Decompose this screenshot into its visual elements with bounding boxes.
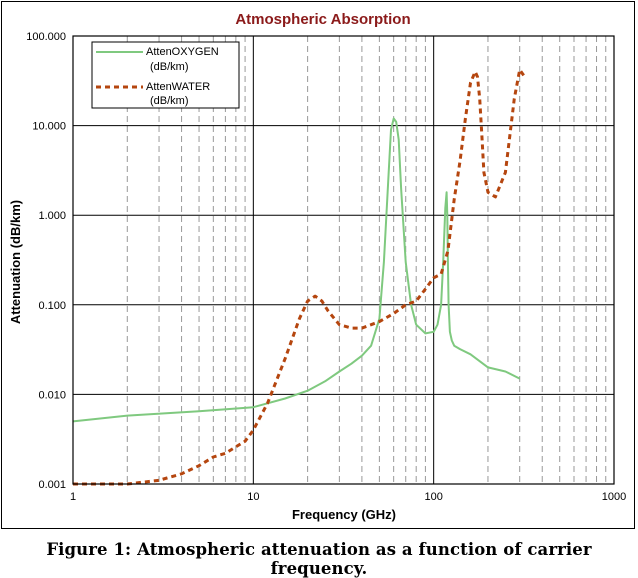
x-tick-label: 100 (424, 491, 442, 503)
y-tick-label: 1.000 (38, 210, 66, 222)
y-tick-label: 10.000 (32, 121, 66, 133)
figure-caption: Figure 1: Atmospheric attenuation as a f… (46, 540, 592, 578)
x-tick-label: 10 (247, 491, 259, 503)
oxygen-series-line (72, 117, 521, 423)
plot-border (72, 35, 615, 485)
y-tick-label: 100.000 (26, 31, 66, 43)
y-tick-label: 0.010 (38, 389, 66, 401)
series-layer (72, 68, 527, 486)
legend: AttenOXYGEN (dB/km) AttenWATER (dB/km) (91, 41, 240, 109)
legend-water-unit: (dB/km) (150, 95, 189, 107)
atmospheric-absorption-chart: 1 10 100 1000 0.001 0.010 0.100 1.000 10.000 100.… (8, 11, 626, 522)
water-series-line (73, 68, 527, 486)
y-tick-label: 0.001 (38, 479, 66, 491)
tick-labels: 1 10 100 1000 0.001 0.010 0.100 1.000 10.000 100.… (26, 31, 626, 503)
legend-oxygen-label: AttenOXYGEN (146, 46, 219, 58)
x-tick-label: 1 (70, 491, 76, 503)
x-tick-label: 1000 (602, 491, 626, 503)
x-axis-label: Frequency (GHz) (292, 507, 396, 522)
chart-title: Atmospheric Absorption (235, 11, 410, 28)
legend-water-label: AttenWATER (146, 81, 210, 93)
y-tick-label: 0.100 (38, 300, 66, 312)
legend-oxygen-unit: (dB/km) (150, 61, 189, 73)
y-axis-label: Attenuation (dB/km) (8, 200, 23, 324)
